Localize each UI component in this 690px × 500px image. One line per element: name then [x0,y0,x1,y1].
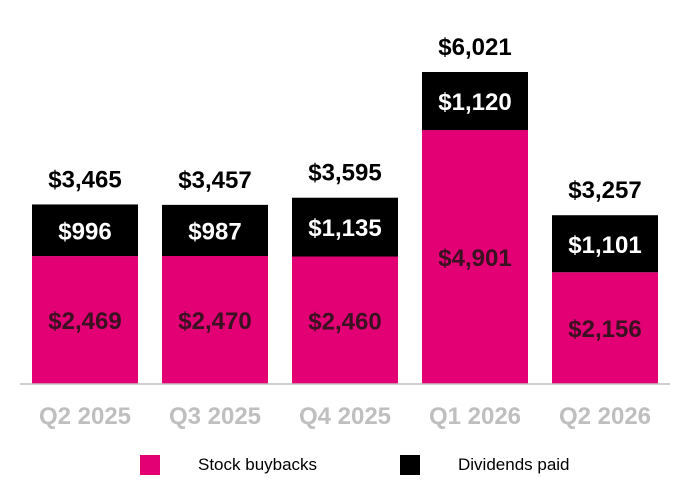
x-tick-label-q2-2025: Q2 2025 [39,403,131,430]
total-label-q2-2025: $3,465 [48,166,121,193]
x-tick-labels: Q2 2025 Q3 2025 Q4 2025 Q1 2026 Q2 2026 [39,403,651,430]
legend-swatch-dividends-paid [400,455,420,475]
bar-dividends-paid-q2-2026 [552,215,658,273]
data-label-stock-buybacks-q2-2025: $2,469 [48,308,121,335]
data-label-dividends-paid-q3-2025: $987 [188,218,241,245]
legend-label-stock-buybacks: Stock buybacks [198,455,318,474]
total-label-q1-2026: $6,021 [438,34,511,61]
x-tick-label-q3-2025: Q3 2025 [169,403,261,430]
bar-stock-buybacks-q3-2025 [162,256,268,384]
bar-dividends-paid-q3-2025 [162,204,268,257]
x-tick-label-q1-2026: Q1 2026 [429,403,521,430]
bar-dividends-paid-q4-2025 [292,197,398,257]
x-tick-label-q2-2026: Q2 2026 [559,403,651,430]
data-labels: $2,469 $996 $3,465 $2,470 $987 $3,457 $2,460 $1… [48,34,641,343]
data-label-stock-buybacks-q3-2025: $2,470 [178,308,251,335]
data-label-dividends-paid-q2-2026: $1,101 [568,232,641,259]
data-label-stock-buybacks-q1-2026: $4,901 [438,245,511,272]
legend-label-dividends-paid: Dividends paid [458,455,570,474]
bar-stock-buybacks-q2-2026 [552,272,658,384]
bars [32,72,658,384]
total-label-q3-2025: $3,457 [178,167,251,194]
bar-dividends-paid-q2-2025 [32,204,138,257]
data-label-stock-buybacks-q4-2025: $2,460 [308,308,381,335]
legend: Stock buybacks Dividends paid [0,455,690,485]
bar-stock-buybacks-q4-2025 [292,256,398,384]
total-label-q2-2026: $3,257 [568,177,641,204]
legend-item-stock-buybacks: Stock buybacks [140,455,317,475]
data-label-dividends-paid-q1-2026: $1,120 [438,89,511,116]
bar-stock-buybacks-q1-2026 [422,130,528,384]
bar-dividends-paid-q1-2026 [422,72,528,131]
x-tick-label-q4-2025: Q4 2025 [299,403,391,430]
data-label-dividends-paid-q4-2025: $1,135 [308,215,381,242]
legend-swatch-stock-buybacks [140,455,160,475]
legend-item-dividends-paid: Dividends paid [400,455,570,475]
bar-stock-buybacks-q2-2025 [32,256,138,384]
data-label-stock-buybacks-q2-2026: $2,156 [568,316,641,343]
data-label-dividends-paid-q2-2025: $996 [58,218,111,245]
total-label-q4-2025: $3,595 [308,160,381,187]
